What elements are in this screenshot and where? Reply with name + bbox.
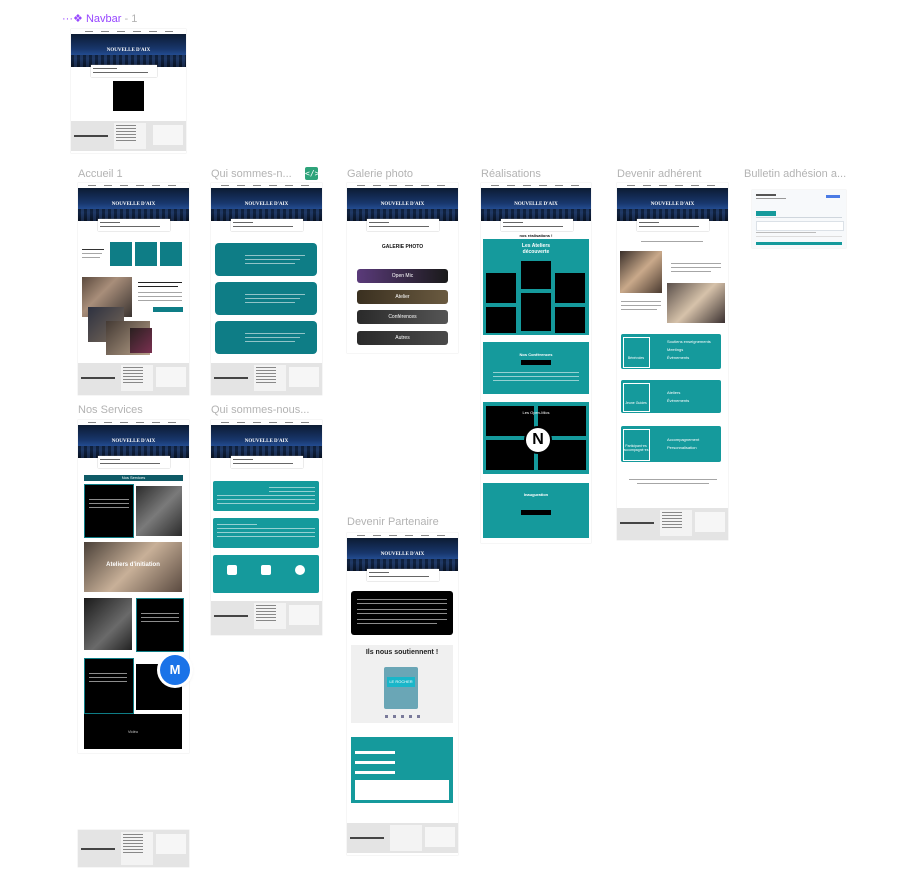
feature-tile-1	[110, 242, 132, 266]
frame-partenaire[interactable]: NOUVELLE D'AIX Ils nous soutiennent ! LE…	[347, 533, 458, 855]
frame-label-qui1[interactable]: Qui sommes-n...	[211, 168, 292, 180]
partner-logo: LE ROCHER	[387, 677, 415, 687]
navbar-frame-name: Navbar	[85, 13, 122, 25]
frame-label-adherent[interactable]: Devenir adhérent	[617, 168, 702, 180]
feature-tile-2	[135, 242, 157, 266]
video-placeholder	[113, 81, 144, 111]
site-logo: NOUVELLE D'AIX	[514, 202, 558, 207]
galerie-item-atelier[interactable]: Atelier	[357, 290, 448, 304]
hero-banner: NOUVELLE D'AIX	[71, 34, 186, 67]
conferences-title: Nos Conférences	[519, 352, 553, 357]
site-logo: NOUVELLE D'AIX	[650, 202, 695, 207]
partners-title: Ils nous soutiennent !	[365, 649, 439, 656]
dev-mode-icon[interactable]: </>	[305, 167, 320, 180]
inauguration-title: Inauguration	[523, 492, 549, 497]
frame-label-bulletin[interactable]: Bulletin adhésion a...	[744, 168, 847, 180]
galerie-item-conferences[interactable]: Conférences	[357, 310, 448, 324]
feature-tile-3	[160, 242, 182, 266]
adherent-card-participants[interactable]: Participant·es accompagné·es Accompagnem…	[621, 426, 721, 462]
services-atelier-image: Ateliers d'initiation	[84, 542, 182, 592]
footer	[71, 121, 186, 151]
frame-services-footer	[78, 830, 189, 867]
services-title: Nos Services	[84, 475, 183, 481]
frame-galerie[interactable]: NOUVELLE D'AIX GALERIE PHOTO Open Mic At…	[347, 183, 458, 353]
site-logo: NOUVELLE D'AIX	[244, 439, 289, 444]
frame-adherent[interactable]: NOUVELLE D'AIX Bénévoles Soutiens enseig…	[617, 183, 728, 540]
galerie-item-autres[interactable]: Autres	[357, 331, 448, 345]
openmic-title: Les Open-Mics	[522, 410, 550, 415]
adherent-card-jeunes[interactable]: Jeune Guides Ateliers Évènements	[621, 380, 721, 413]
navbar-frame[interactable]: NOUVELLE D'AIX	[71, 29, 186, 153]
navbar-frame-title[interactable]: ···❖ Navbar - 1	[62, 12, 137, 25]
frame-label-accueil[interactable]: Accueil 1	[78, 168, 123, 180]
component-icon: ❖	[73, 13, 83, 25]
frame-services[interactable]: NOUVELLE D'AIX Nos Services Ateliers d'i…	[78, 420, 189, 753]
frame-realisations[interactable]: NOUVELLE D'AIX nos réalisations ! Les At…	[481, 183, 591, 543]
site-logo: NOUVELLE D'AIX	[244, 202, 289, 207]
frame-label-partenaire[interactable]: Devenir Partenaire	[347, 516, 439, 528]
site-logo: NOUVELLE D'AIX	[106, 48, 151, 53]
galerie-item-openmic[interactable]: Open Mic	[357, 269, 448, 283]
realisations-title: nos réalisations !	[519, 233, 553, 238]
frame-qui1[interactable]: NOUVELLE D'AIX	[211, 183, 322, 395]
collaborator-avatar[interactable]: M	[160, 655, 190, 685]
site-logo: NOUVELLE D'AIX	[111, 202, 156, 207]
frame-bulletin[interactable]	[752, 190, 846, 248]
frame-accueil[interactable]: NOUVELLE D'AIX	[78, 183, 189, 395]
site-logo: NOUVELLE D'AIX	[380, 202, 425, 207]
galerie-title: GALERIE PHOTO	[381, 244, 424, 250]
drag-dots-icon: ···	[62, 13, 73, 25]
frame-label-realisations[interactable]: Réalisations	[481, 168, 541, 180]
frame-qui2[interactable]: NOUVELLE D'AIX	[211, 420, 322, 635]
n-logo-icon: N	[524, 426, 552, 454]
frame-label-services[interactable]: Nos Services	[78, 404, 143, 416]
site-logo: NOUVELLE D'AIX	[111, 439, 156, 444]
frame-label-galerie[interactable]: Galerie photo	[347, 168, 414, 180]
site-logo: NOUVELLE D'AIX	[380, 552, 425, 557]
adherent-card-benevoles[interactable]: Bénévoles Soutiens enseignements Meeting…	[621, 334, 721, 369]
ateliers-title: Les Ateliers découverte	[521, 243, 551, 255]
navbar-frame-suffix: - 1	[124, 13, 138, 25]
services-video: Vidéo	[84, 714, 182, 749]
frame-label-qui2[interactable]: Qui sommes-nous...	[211, 404, 310, 416]
